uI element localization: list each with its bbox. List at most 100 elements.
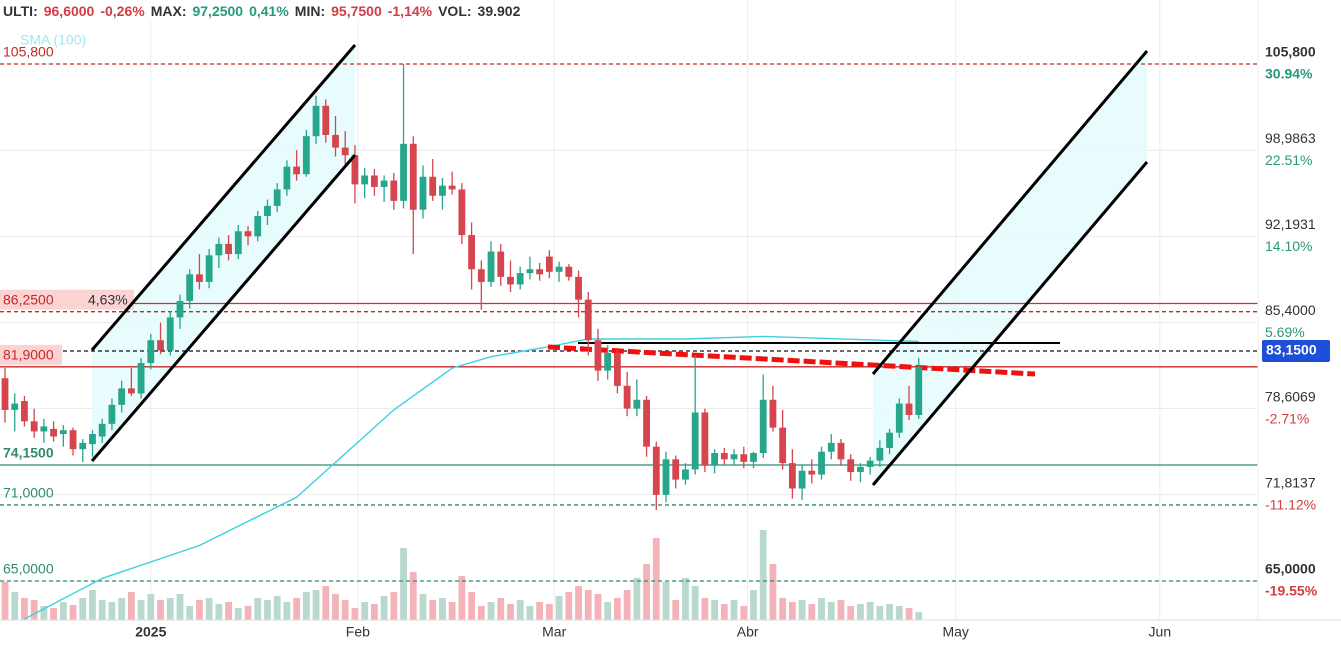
volume-bar (507, 604, 514, 620)
volume-bar (857, 604, 864, 620)
candle-body (40, 426, 48, 432)
candle-body (798, 470, 806, 489)
volume-bar (390, 592, 398, 620)
volume-bar (361, 602, 369, 620)
volume-bar (711, 600, 719, 620)
candle-body (730, 454, 738, 460)
sma-label: SMA (100) (20, 32, 86, 48)
volume-bar (380, 596, 388, 620)
candle-body (565, 266, 573, 277)
candle-body (876, 447, 884, 461)
candle-body (555, 266, 563, 272)
candle-body (30, 421, 38, 432)
quote-label: ULTI: (3, 3, 38, 19)
volume-bar (750, 590, 757, 620)
volume-bar (283, 602, 291, 620)
volume-bar (196, 600, 203, 620)
volume-bar (215, 604, 223, 620)
candle-body (186, 274, 194, 301)
quote-value: 96,6000 (43, 3, 95, 19)
candle-body (788, 463, 796, 489)
volume-bar (147, 594, 155, 620)
volume-bar (312, 590, 320, 620)
candle-body (137, 363, 145, 394)
candle-body (89, 433, 96, 445)
volume-bar (419, 594, 427, 620)
candle-body (652, 446, 660, 495)
candle-body (516, 273, 524, 285)
volume-bar (827, 602, 835, 620)
volume-bar (497, 598, 505, 620)
level-label: 74,1500 (3, 445, 54, 461)
volume-bar (730, 600, 738, 620)
volume-bar (157, 600, 164, 620)
volume-bar (293, 598, 301, 620)
volume-bar (448, 602, 456, 620)
volume-bar (118, 598, 126, 620)
candle-body (818, 451, 825, 475)
volume-bar (264, 600, 271, 620)
volume-bar (895, 606, 903, 620)
quote-change: -1,14% (387, 3, 433, 19)
candle-body (205, 255, 213, 282)
volume-bar (866, 602, 874, 620)
volume-bar (89, 590, 96, 620)
sma-line (24, 335, 919, 620)
quote-change: -0,26% (100, 3, 145, 19)
channel-line (871, 161, 1149, 486)
candle-body (79, 442, 87, 450)
volume-bar (79, 598, 87, 620)
candle-body (351, 155, 359, 185)
volume-bar (594, 594, 602, 620)
candle-body (147, 340, 155, 364)
price-marker-bg (1262, 339, 1330, 362)
candle-body (244, 231, 252, 237)
y-tick-label: 71,8137 (1265, 474, 1316, 490)
candle-body (108, 404, 116, 424)
candle-body (1, 378, 9, 410)
candle-body (118, 388, 126, 405)
volume-bar (127, 592, 135, 620)
candle-body (196, 274, 203, 282)
volume-bar (623, 590, 631, 620)
candle-body (127, 388, 135, 394)
quote-change: 0,41% (249, 3, 289, 19)
candle-body (254, 216, 262, 237)
trend-drawings (547, 342, 1060, 377)
left-channel-fill (92, 45, 355, 461)
candle-body (11, 403, 19, 410)
volume-bar (915, 612, 923, 620)
candle-body (176, 300, 184, 318)
candle-body (50, 428, 58, 437)
candle-body (400, 143, 407, 201)
candle-body (419, 176, 427, 210)
volume-bar (30, 600, 38, 620)
candle-body (98, 423, 106, 437)
volume-bar (720, 604, 728, 620)
axes: 105,800 30.94% 98,9863 22.51% 92,1931 14.10% 8… (135, 44, 1330, 640)
volume-bar (614, 598, 621, 620)
channel-line (871, 50, 1149, 375)
candle-body (507, 276, 514, 285)
volume-bar (137, 600, 145, 620)
volume-bar (876, 606, 884, 620)
y-tick-pct: 5.69% (1265, 324, 1305, 340)
candle-body (895, 403, 903, 433)
volume-bar (662, 582, 670, 620)
candle-body (293, 166, 301, 175)
y-tick-label: 92,1931 (1265, 216, 1316, 232)
candle-body (380, 180, 388, 187)
volume-bar (1, 582, 9, 620)
level-label: 81,9000 (3, 347, 54, 363)
candle-body (361, 175, 369, 185)
y-tick-label: 65,0000 (1265, 561, 1316, 577)
volume-bar (788, 602, 796, 620)
quote-value: 39.902 (477, 3, 521, 19)
volume-bar (400, 548, 407, 620)
volume-bar (779, 598, 787, 620)
volume-bar (759, 530, 767, 620)
candle-body (857, 466, 864, 473)
x-tick-label: Feb (346, 624, 370, 640)
volume-bar (798, 600, 806, 620)
